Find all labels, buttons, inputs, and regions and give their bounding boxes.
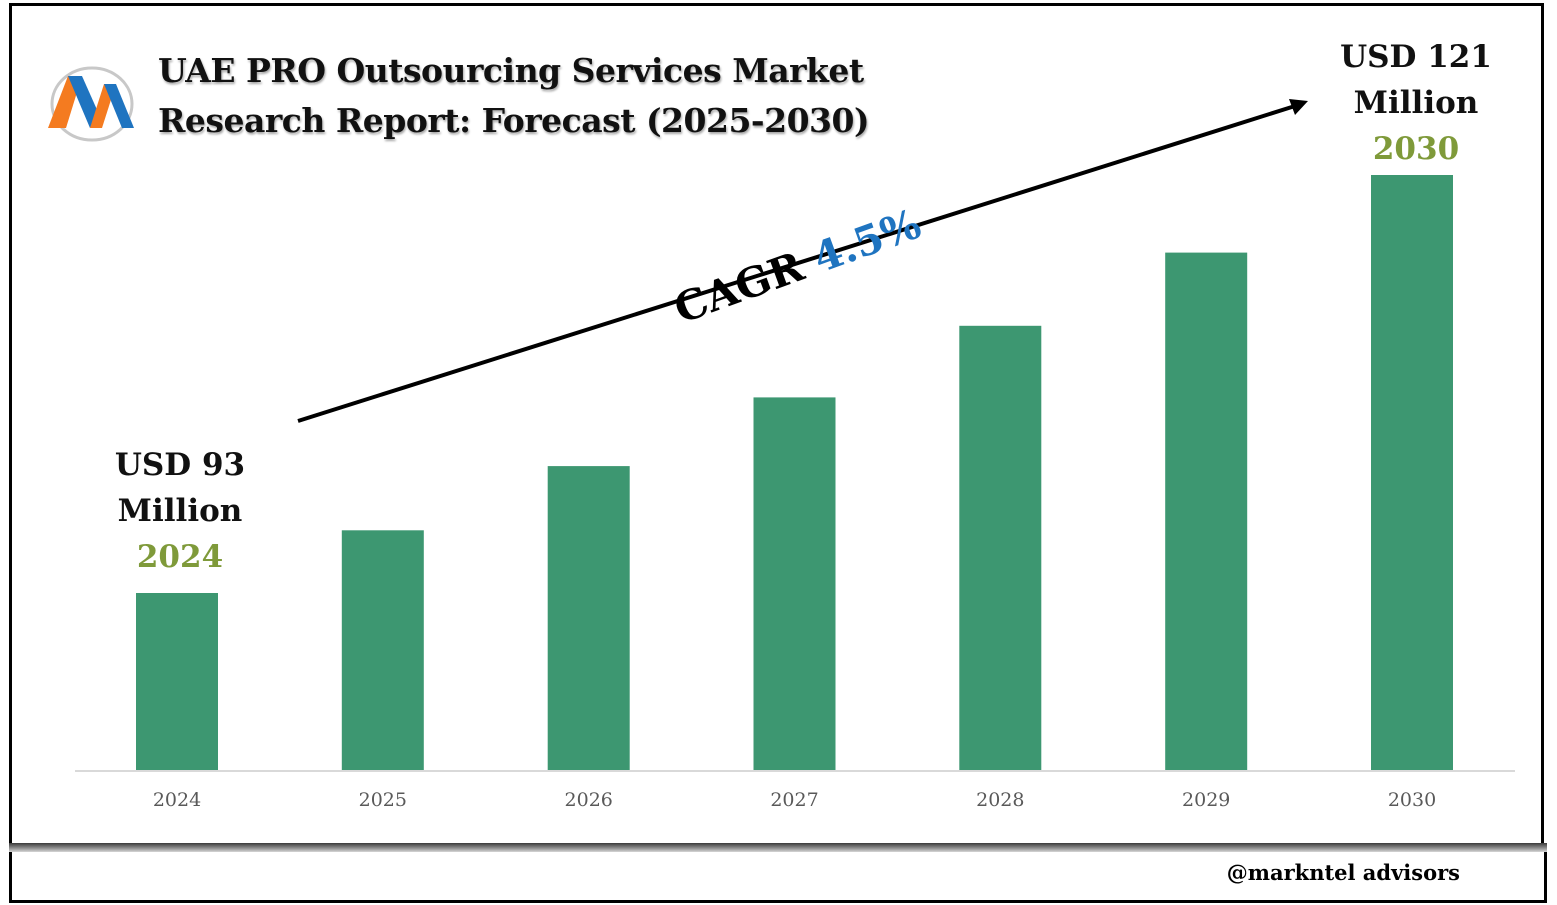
- bar-2028: [959, 325, 1042, 770]
- bar-2024: [136, 593, 218, 770]
- end-year-label: 2030: [1372, 131, 1460, 167]
- bars-group: [136, 175, 1453, 771]
- bar-2026: [547, 466, 630, 770]
- chart-title: UAE PRO Outsourcing Services Market Rese…: [158, 46, 918, 146]
- x-tick-label-2024: 2024: [153, 789, 201, 811]
- footer-divider: [9, 843, 1547, 852]
- end-unit-label: Million: [1353, 85, 1479, 121]
- trend-arrow: [297, 99, 1308, 423]
- social-handle: @markntel advisors: [1226, 860, 1460, 885]
- x-tick-label-2030: 2030: [1388, 789, 1436, 811]
- start-year-label: 2024: [136, 539, 224, 575]
- brand-logo-icon: [48, 66, 134, 142]
- start-value-label: USD 93: [114, 447, 246, 483]
- start-value-annotation: USD 93 Million 2024: [90, 442, 270, 580]
- title-line-2: Research Report: Forecast (2025-2030): [158, 101, 870, 140]
- footer-bar: [9, 852, 1547, 903]
- title-line-1: UAE PRO Outsourcing Services Market: [158, 51, 864, 90]
- start-unit-label: Million: [117, 493, 243, 529]
- end-value-annotation: USD 121 Million 2030: [1326, 34, 1506, 172]
- bar-2029: [1165, 252, 1248, 771]
- x-tick-label-2025: 2025: [359, 789, 407, 811]
- bar-2030: [1371, 175, 1453, 770]
- x-tick-label-2027: 2027: [770, 789, 818, 811]
- x-tick-label-2026: 2026: [565, 789, 613, 811]
- bar-2027: [753, 397, 836, 770]
- x-tick-labels: 2024 2025 2026 2027 2028 2029 2030: [153, 789, 1436, 811]
- x-tick-label-2028: 2028: [976, 789, 1024, 811]
- bar-2025: [341, 530, 424, 770]
- end-value-label: USD 121: [1340, 39, 1492, 75]
- x-tick-label-2029: 2029: [1182, 789, 1230, 811]
